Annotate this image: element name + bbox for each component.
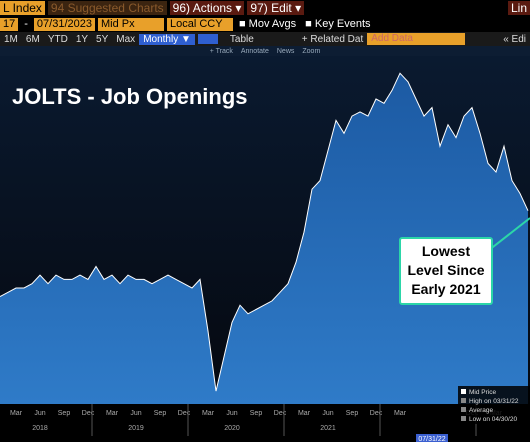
legend-box (458, 386, 530, 424)
security-field[interactable]: L Index (0, 1, 45, 15)
frequency-select[interactable]: Monthly ▼ (139, 33, 195, 45)
x-tick-label: Dec (82, 410, 95, 417)
x-tick-label: Sep (346, 410, 359, 417)
currency-field[interactable]: Local CCY (166, 17, 233, 31)
x-tick-label: Sep (154, 410, 167, 417)
price-field[interactable]: Mid Px (97, 17, 164, 31)
x-tick-label: Sep (58, 410, 71, 417)
legend-swatch (461, 398, 466, 403)
annotation-text: Early 2021 (411, 281, 480, 297)
table-button[interactable]: Table (229, 33, 254, 45)
start-date[interactable]: 17 (0, 17, 19, 31)
x-tick-label: Jun (322, 410, 333, 417)
settings-bar: 17 - 07/31/2023 Mid Px Local CCY ■ Mov A… (0, 16, 530, 32)
legend-swatch (461, 407, 466, 412)
period-bar: 1M 6M YTD 1Y 5Y Max Monthly ▼ Table + Related Da… (0, 32, 530, 46)
chart-title: JOLTS - Job Openings (12, 84, 248, 109)
edit-menu[interactable]: 97) Edit ▾ (247, 1, 305, 15)
period-button[interactable]: 6M (25, 33, 40, 45)
add-data-input[interactable]: Add Data (367, 33, 466, 45)
x-tick-label: Jun (226, 410, 237, 417)
x-axis-background (0, 404, 530, 442)
tool-button[interactable]: + Track (209, 47, 233, 55)
legend-entry: Low on 04/30/20 (469, 416, 517, 423)
tool-button[interactable]: Annotate (240, 47, 269, 55)
year-label: 2019 (128, 425, 144, 432)
chart: JOLTS - Job Openings Lowest Level Since Ear… (0, 56, 530, 442)
legend-entry: Mid Price (469, 389, 496, 396)
date-separator: - (24, 18, 28, 30)
series-line (0, 72, 529, 392)
period-button[interactable]: 5Y (96, 33, 109, 45)
area-fill (0, 73, 528, 404)
x-tick-label: Mar (10, 410, 23, 417)
annotation-box (399, 237, 493, 305)
legend-swatch (461, 416, 466, 421)
tool-button[interactable]: Zoom (302, 47, 321, 55)
key-events[interactable]: ■ Key Events (305, 18, 371, 30)
period-button[interactable]: 1M (4, 33, 18, 45)
x-tick-label: Jun (34, 410, 45, 417)
legend-swatch (461, 389, 466, 394)
x-tick-label: Dec (370, 410, 383, 417)
x-tick-label: Jun (130, 410, 141, 417)
x-tick-label: Dec (178, 410, 191, 417)
x-tick-label: Mar (202, 410, 215, 417)
edit-button[interactable]: « Edi (503, 33, 526, 45)
highlight-label: 07/31/22 (418, 436, 445, 442)
legend-entry: Average (469, 407, 493, 414)
x-tick-label: Mar (298, 410, 311, 417)
year-label: 2021 (320, 425, 336, 432)
highlight-label-bg (416, 434, 448, 442)
x-tick-label: Sep (250, 410, 263, 417)
period-button[interactable]: YTD (47, 33, 68, 45)
related-data[interactable]: + Related Dat (301, 33, 364, 45)
tool-button[interactable]: News (276, 47, 295, 55)
line-menu[interactable]: Lin (507, 1, 530, 15)
x-tick-label: Mar (394, 410, 407, 417)
tools-bar: + Track Annotate News Zoom (0, 46, 530, 56)
mov-avgs[interactable]: ■ Mov Avgs (238, 18, 297, 30)
chart-type-icon[interactable] (197, 34, 218, 44)
period-button[interactable]: Max (116, 33, 136, 45)
actions-menu[interactable]: 96) Actions ▾ (169, 1, 245, 15)
legend-entry: High on 03/31/22 (469, 398, 519, 405)
end-date[interactable]: 07/31/2023 (33, 17, 95, 31)
title-bar: L Index 94 Suggested Charts 96) Actions … (0, 0, 530, 16)
period-button[interactable]: 1Y (75, 33, 89, 45)
x-tick-label: Dec (274, 410, 287, 417)
annotation-text: Level Since (407, 262, 484, 278)
suggested-charts[interactable]: 94 Suggested Charts (47, 1, 167, 15)
year-label: 2018 (32, 425, 48, 432)
x-tick-label: Mar (106, 410, 119, 417)
year-label: 2020 (224, 425, 240, 432)
annotation-text: Lowest (422, 243, 471, 259)
